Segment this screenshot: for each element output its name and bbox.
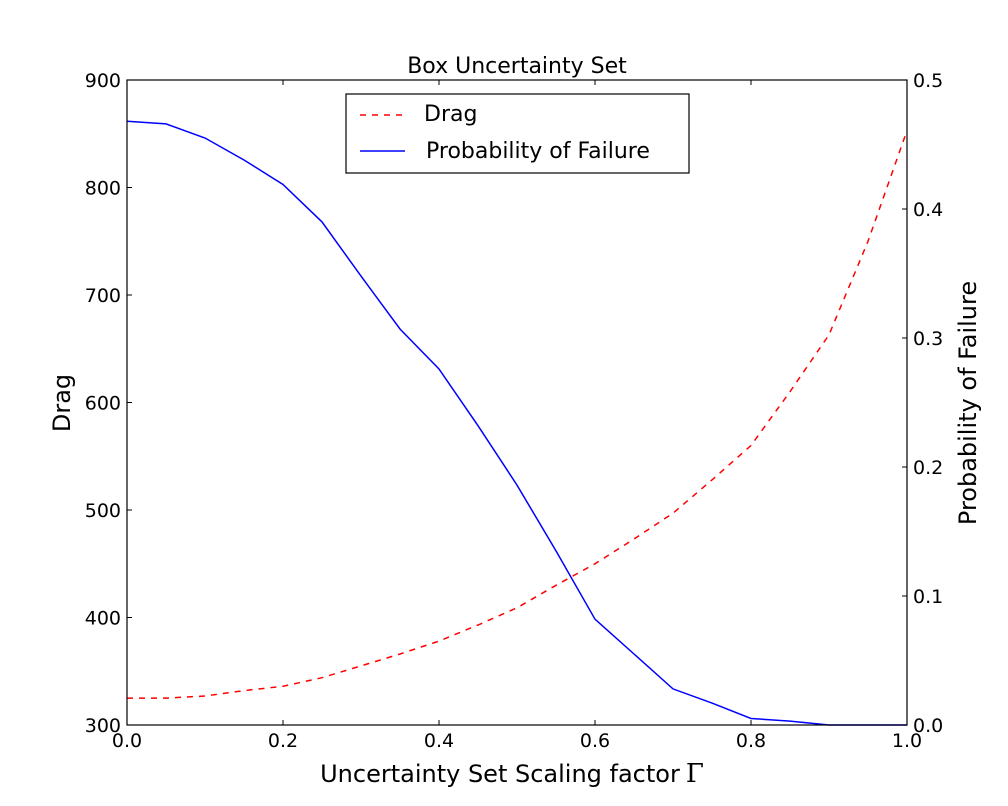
data-point-drag bbox=[594, 563, 596, 565]
data-point-probability-of-failure bbox=[477, 425, 479, 427]
data-point-probability-of-failure bbox=[789, 720, 791, 722]
y-left-tick-label: 300 bbox=[85, 715, 121, 737]
legend-label-probability-of-failure: Probability of Failure bbox=[426, 139, 650, 164]
y-left-tick-label: 400 bbox=[85, 608, 121, 630]
data-point-drag bbox=[672, 512, 674, 514]
y-right-tick-label: 0.1 bbox=[913, 586, 943, 608]
legend-label-drag: Drag bbox=[424, 102, 477, 127]
data-point-probability-of-failure bbox=[399, 328, 401, 330]
x-tick-label: 0.8 bbox=[736, 730, 766, 752]
data-point-probability-of-failure bbox=[750, 718, 752, 720]
data-point-drag bbox=[204, 695, 206, 697]
data-point-drag bbox=[399, 653, 401, 655]
y-left-tick-label: 800 bbox=[85, 178, 121, 200]
x-tick-label: 0.2 bbox=[268, 730, 298, 752]
y-right-tick-label: 0.4 bbox=[913, 199, 943, 221]
data-point-probability-of-failure bbox=[555, 550, 557, 552]
data-point-probability-of-failure bbox=[438, 368, 440, 370]
y-left-tick-label: 500 bbox=[85, 500, 121, 522]
data-point-probability-of-failure bbox=[594, 618, 596, 620]
data-point-drag bbox=[165, 697, 167, 699]
data-point-probability-of-failure bbox=[672, 688, 674, 690]
legend-box bbox=[345, 93, 690, 174]
x-tick-label: 0.0 bbox=[112, 730, 142, 752]
data-point-drag bbox=[828, 334, 830, 336]
y-left-tick-label: 900 bbox=[85, 70, 121, 92]
data-point-probability-of-failure bbox=[516, 484, 518, 486]
chart-title: Box Uncertainty Set bbox=[407, 54, 627, 79]
data-point-drag bbox=[633, 538, 635, 540]
data-point-drag bbox=[360, 665, 362, 667]
data-point-probability-of-failure bbox=[282, 184, 284, 186]
series-line-drag bbox=[127, 130, 908, 699]
y-right-tick-label: 0.3 bbox=[913, 328, 943, 350]
legend: Drag Probability of Failure bbox=[345, 93, 690, 174]
data-point-drag bbox=[750, 445, 752, 447]
data-point-drag bbox=[555, 584, 557, 586]
y-right-tick-label: 0.0 bbox=[913, 715, 943, 737]
y-left-tick-label: 600 bbox=[85, 393, 121, 415]
x-axis-label-text: Uncertainty Set Scaling factor bbox=[320, 760, 680, 788]
y-axis-left-label: Drag bbox=[48, 374, 76, 432]
gamma-symbol: Γ bbox=[686, 759, 704, 789]
data-point-probability-of-failure bbox=[321, 221, 323, 223]
data-point-drag bbox=[789, 391, 791, 393]
y-right-tick-label: 0.2 bbox=[913, 457, 943, 479]
data-point-probability-of-failure bbox=[243, 159, 245, 161]
data-point-probability-of-failure bbox=[204, 137, 206, 139]
data-point-drag bbox=[711, 479, 713, 481]
x-tick-label: 1.0 bbox=[892, 730, 922, 752]
x-tick-label: 0.4 bbox=[424, 730, 454, 752]
data-point-probability-of-failure bbox=[711, 702, 713, 704]
data-point-drag bbox=[867, 240, 869, 242]
y-axis-right-label: Probability of Failure bbox=[954, 281, 982, 525]
data-point-drag bbox=[321, 677, 323, 679]
data-point-drag bbox=[438, 640, 440, 642]
x-axis-label: Uncertainty Set Scaling factor Γ bbox=[320, 759, 704, 789]
series-layer bbox=[126, 120, 908, 726]
data-point-probability-of-failure bbox=[633, 653, 635, 655]
x-tick-label: 0.6 bbox=[580, 730, 610, 752]
y-left-tick-label: 700 bbox=[85, 285, 121, 307]
data-point-probability-of-failure bbox=[360, 275, 362, 277]
data-point-drag bbox=[282, 686, 284, 688]
data-point-probability-of-failure bbox=[165, 123, 167, 125]
ticks-layer: 0.0 0.2 0.4 0.6 0.8 1.0 300 400 500 600 700 800 900 0… bbox=[85, 70, 943, 752]
series-line-probability-of-failure bbox=[126, 120, 907, 726]
data-point-drag bbox=[477, 624, 479, 626]
y-right-tick-label: 0.5 bbox=[913, 70, 943, 92]
data-point-drag bbox=[243, 690, 245, 692]
data-point-drag bbox=[516, 607, 518, 609]
